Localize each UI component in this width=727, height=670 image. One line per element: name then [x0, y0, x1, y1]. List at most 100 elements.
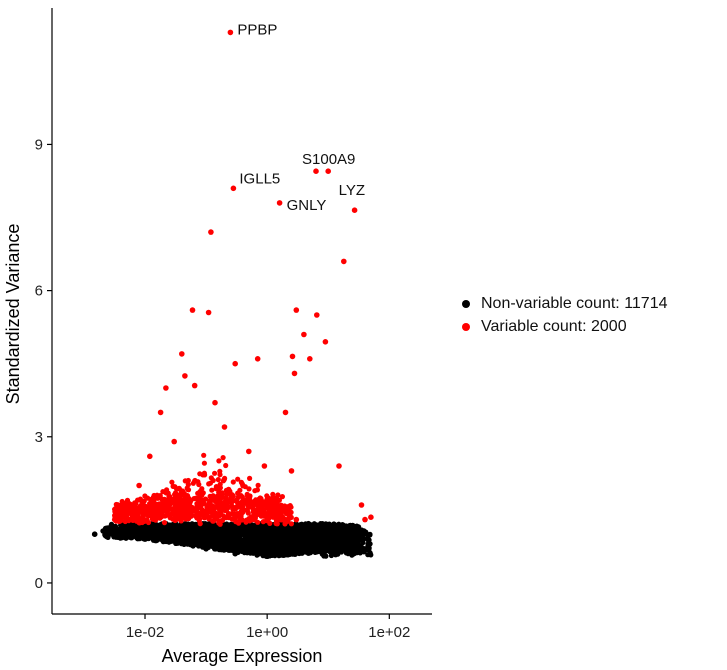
variable-point: [227, 497, 233, 503]
variable-point: [269, 497, 275, 503]
non-variable-point: [186, 537, 192, 543]
non-variable-point: [214, 525, 220, 531]
non-variable-point: [216, 546, 222, 552]
non-variable-point: [325, 533, 331, 539]
gene-label-s100a9: S100A9: [302, 151, 355, 168]
variable-point: [116, 517, 122, 523]
non-variable-point: [359, 527, 365, 533]
variable-point: [158, 509, 164, 515]
non-variable-point: [166, 531, 172, 537]
variable-point: [226, 486, 232, 492]
non-variable-point: [234, 530, 240, 537]
variable-point: [220, 455, 226, 461]
variable-point: [197, 521, 203, 527]
variable-point: [259, 506, 265, 512]
variable-point: [154, 514, 160, 520]
variable-point: [214, 503, 220, 509]
non-variable-point: [172, 538, 178, 544]
non-variable-point: [350, 540, 356, 546]
x-tick-label: 1e-02: [126, 624, 164, 641]
non-variable-point: [299, 535, 305, 541]
variable-point: [230, 511, 236, 517]
non-variable-point: [303, 533, 309, 539]
variable-point: [244, 518, 250, 524]
non-variable-point: [238, 532, 244, 538]
non-variable-point: [246, 530, 252, 536]
non-variable-point: [117, 533, 124, 540]
variable-point: [255, 482, 261, 488]
non-variable-point: [225, 547, 231, 553]
non-variable-point: [264, 524, 270, 530]
variable-point: [201, 452, 207, 458]
non-variable-point: [353, 529, 359, 535]
variable-point: [277, 508, 283, 514]
non-variable-point: [317, 525, 323, 531]
non-variable-point: [158, 527, 165, 533]
non-variable-point: [190, 537, 197, 544]
variable-point: [293, 516, 300, 523]
variable-point: [185, 513, 191, 519]
non-variable-point: [102, 532, 108, 538]
non-variable-point: [134, 535, 141, 542]
non-variable-point: [310, 537, 317, 543]
non-variable-point: [359, 548, 365, 554]
non-variable-point: [206, 531, 212, 537]
non-variable-point: [307, 530, 313, 537]
y-tick-label: 9: [35, 136, 43, 153]
non-variable-point: [156, 533, 162, 539]
variable-point: [234, 519, 240, 525]
non-variable-point: [336, 544, 342, 550]
non-variable-point: [240, 543, 246, 549]
non-variable-point: [367, 551, 373, 557]
variable-point: [362, 516, 368, 523]
variable-point: [288, 468, 295, 474]
variable-point: [185, 482, 191, 488]
variable-point: [145, 495, 151, 501]
variable-point: [275, 502, 281, 508]
variable-point: [160, 489, 166, 495]
y-tick-label: 0: [35, 575, 43, 592]
variable-point: [147, 453, 153, 460]
variable-point: [150, 516, 156, 523]
non-variable-point: [341, 530, 347, 536]
non-variable-point: [228, 528, 234, 534]
variable-point: [167, 506, 173, 512]
non-variable-point: [176, 538, 182, 544]
non-variable-point: [236, 541, 242, 547]
variable-point: [358, 502, 365, 508]
variable-point: [136, 482, 142, 489]
non-variable-point: [341, 546, 347, 552]
variable-point: [217, 472, 223, 478]
non-variable-point: [232, 535, 238, 541]
non-variable-point: [165, 525, 171, 531]
non-variable-point: [249, 526, 255, 532]
variable-point: [161, 496, 168, 502]
non-variable-point: [160, 538, 167, 545]
non-variable-point: [269, 545, 275, 551]
variable-point: [254, 356, 261, 362]
non-variable-point: [291, 536, 297, 542]
non-variable-point: [330, 524, 336, 530]
variable-point: [157, 409, 164, 416]
variable-point: [123, 516, 130, 523]
non-variable-point: [146, 526, 152, 532]
variable-point: [185, 477, 191, 484]
variable-point: [208, 475, 214, 481]
non-variable-point: [296, 523, 302, 529]
variable-point: [254, 510, 260, 516]
variable-point: [287, 504, 293, 510]
variable-point: [313, 168, 319, 174]
x-axis-title: Average Expression: [162, 646, 323, 666]
variable-point: [208, 229, 214, 235]
variable-point: [261, 463, 268, 469]
variable-point: [172, 499, 178, 505]
non-variable-point: [203, 539, 209, 545]
variable-point: [250, 506, 256, 512]
non-variable-point: [364, 535, 371, 541]
non-variable-point: [101, 527, 107, 534]
variable-point: [218, 518, 224, 524]
non-variable-point: [299, 527, 305, 533]
variable-point: [282, 503, 288, 509]
variable-point: [230, 185, 237, 192]
